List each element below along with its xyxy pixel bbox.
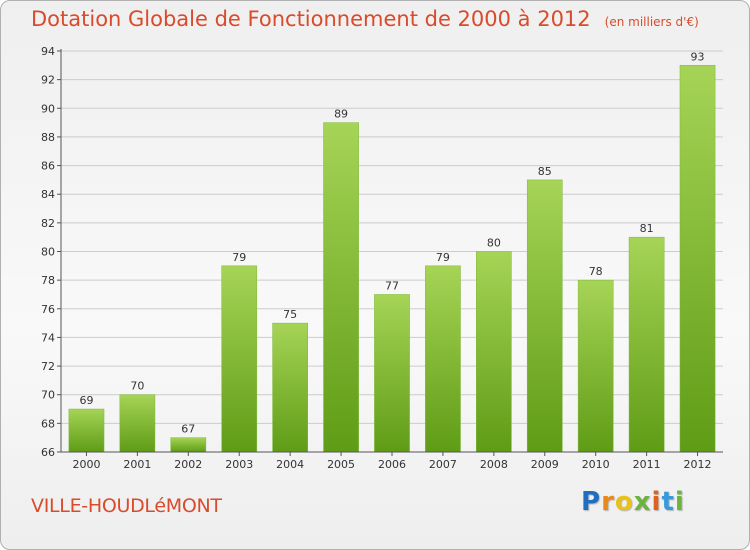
chart-title-text: Dotation Globale de Fonctionnement de 20… xyxy=(31,7,591,31)
data-label: 81 xyxy=(640,222,654,235)
y-tick-label: 68 xyxy=(41,417,55,430)
y-tick-label: 80 xyxy=(41,246,55,259)
axes: 66 68 70 72 74 76 78 80 82 84 86 88 90 92 94 2000 2001 20… xyxy=(41,45,723,471)
logo-letter: o xyxy=(614,487,634,517)
logo-letter: i xyxy=(651,487,662,517)
data-label: 67 xyxy=(181,423,195,436)
data-label: 77 xyxy=(385,279,399,292)
y-tick-label: 78 xyxy=(41,274,55,287)
data-label: 79 xyxy=(232,251,246,264)
y-tick-label: 84 xyxy=(41,188,55,201)
y-tick-label: 70 xyxy=(41,389,55,402)
chart-title: Dotation Globale de Fonctionnement de 20… xyxy=(31,7,699,31)
x-tick-label: 2003 xyxy=(225,458,253,471)
bar xyxy=(68,408,105,453)
data-label: 89 xyxy=(334,108,348,121)
y-tick-label: 82 xyxy=(41,217,55,230)
x-tick-label: 2000 xyxy=(72,458,100,471)
y-tick-label: 86 xyxy=(41,160,55,173)
y-tick-label: 66 xyxy=(41,446,55,459)
bar xyxy=(526,179,563,453)
x-tick-label: 2010 xyxy=(582,458,610,471)
commune-name: VILLE-HOUDLéMONT xyxy=(31,495,222,517)
bar xyxy=(272,322,308,453)
y-tick-label: 94 xyxy=(41,45,55,58)
y-tick-label: 92 xyxy=(41,74,55,87)
x-tick-label: 2004 xyxy=(276,458,304,471)
x-tick-label: 2006 xyxy=(378,458,406,471)
x-tick-label: 2009 xyxy=(531,458,559,471)
x-tick-label: 2008 xyxy=(480,458,508,471)
logo-letter: P xyxy=(581,487,602,517)
data-label: 69 xyxy=(79,394,93,407)
y-tick-label: 72 xyxy=(41,360,55,373)
bar xyxy=(323,122,359,453)
y-tick-label: 88 xyxy=(41,131,55,144)
bar xyxy=(119,394,156,453)
bar xyxy=(221,265,258,453)
x-tick-label: 2011 xyxy=(633,458,661,471)
x-tick-label: 2007 xyxy=(429,458,457,471)
bar xyxy=(476,251,512,453)
data-label: 70 xyxy=(130,380,144,393)
bar xyxy=(170,437,207,453)
x-tick-label: 2005 xyxy=(327,458,355,471)
data-label: 79 xyxy=(436,251,450,264)
x-tick-label: 2012 xyxy=(684,458,712,471)
y-tick-label: 74 xyxy=(41,331,55,344)
y-tick-label: 76 xyxy=(41,303,55,316)
data-label: 85 xyxy=(538,165,552,178)
data-label: 80 xyxy=(487,237,501,250)
bar xyxy=(425,265,461,453)
bar xyxy=(628,236,665,453)
x-tick-label: 2002 xyxy=(174,458,202,471)
bar xyxy=(374,294,410,453)
x-tick-label: 2001 xyxy=(123,458,151,471)
logo-letter: r xyxy=(601,487,615,517)
y-tick-label: 90 xyxy=(41,102,55,115)
chart-subtitle: (en milliers d'€) xyxy=(604,15,699,29)
logo-letter: i xyxy=(674,487,685,517)
data-label: 93 xyxy=(691,50,705,63)
data-label: 75 xyxy=(283,308,297,321)
logo-letter: t xyxy=(661,487,675,517)
proxiti-logo: Proxiti xyxy=(581,487,685,517)
logo-letter: x xyxy=(633,487,652,517)
bar xyxy=(577,279,614,453)
bar xyxy=(679,65,716,453)
bars: 69 70 67 79 75 89 77 79 80 85 78 81 93 xyxy=(68,50,716,453)
data-label: 78 xyxy=(589,265,603,278)
